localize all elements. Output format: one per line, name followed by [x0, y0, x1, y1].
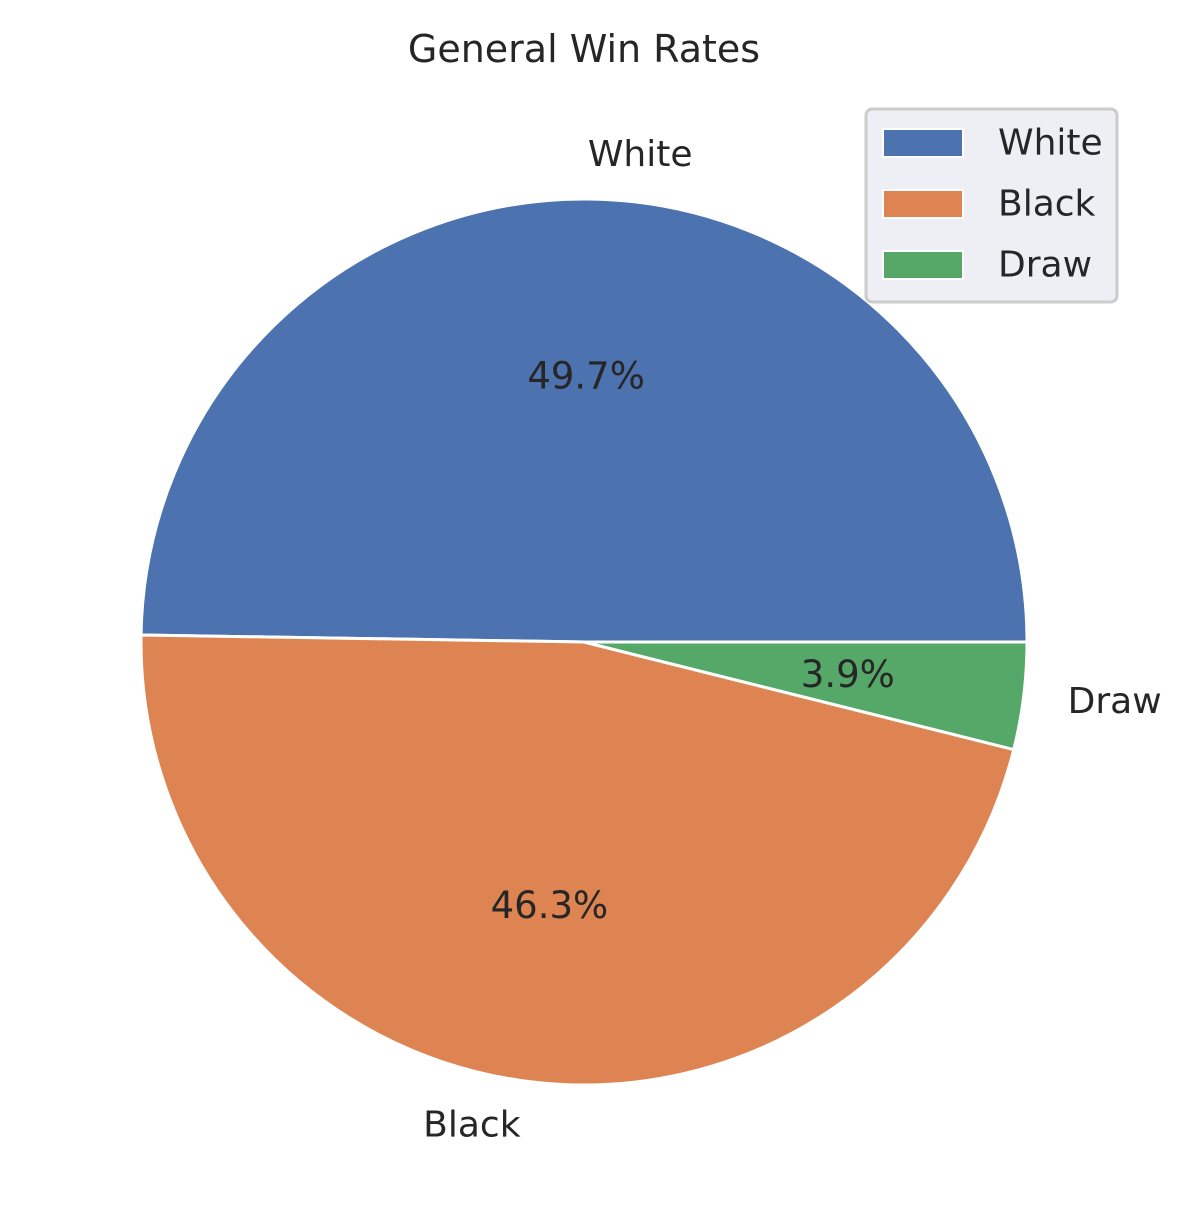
chart-title: General Win Rates — [408, 27, 760, 71]
slice-percent-black: 46.3% — [491, 884, 609, 927]
legend-swatch-white — [882, 128, 964, 158]
legend-label-black: Black — [998, 184, 1096, 225]
slice-percent-draw: 3.9% — [801, 653, 895, 696]
slice-category-labels: White Black Draw — [423, 134, 1161, 1145]
legend-label-draw: Draw — [998, 245, 1092, 286]
slice-percent-labels: 49.7% 46.3% 3.9% — [491, 355, 895, 927]
slice-label-white: White — [588, 134, 693, 175]
pie-slice-black — [139, 633, 1016, 1087]
slice-percent-white: 49.7% — [527, 355, 645, 398]
pie-slices — [139, 197, 1029, 1087]
legend-swatch-black — [882, 189, 964, 219]
legend: White Black Draw — [864, 107, 1119, 304]
legend-entries: White Black Draw — [882, 123, 1103, 286]
legend-label-white: White — [998, 123, 1103, 164]
slice-label-draw: Draw — [1068, 681, 1162, 722]
pie-slice-draw — [582, 640, 1029, 752]
slice-label-black: Black — [423, 1105, 521, 1146]
pie-slice-white — [139, 197, 1029, 644]
legend-swatch-draw — [882, 250, 964, 280]
